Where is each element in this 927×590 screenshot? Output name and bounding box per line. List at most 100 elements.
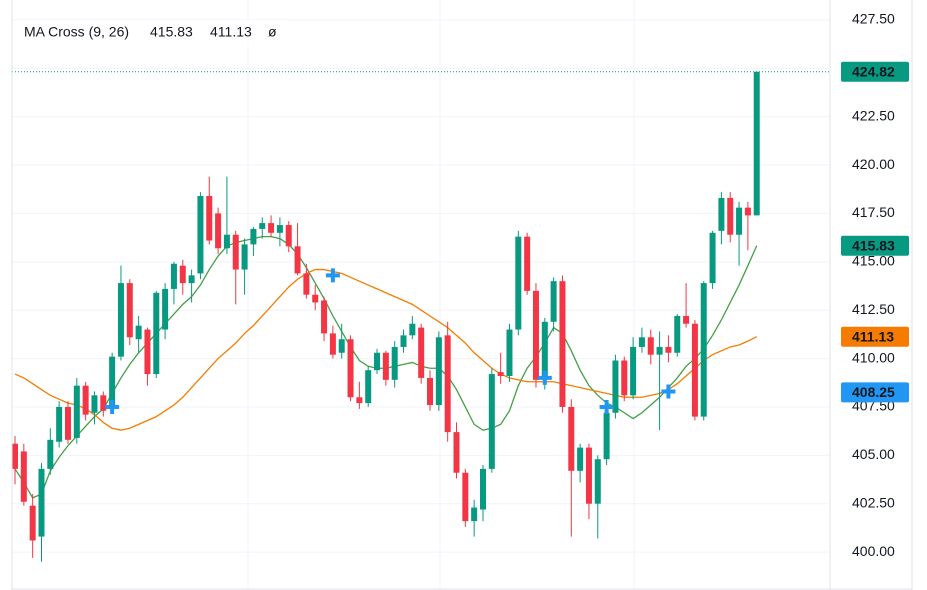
cross-marker: [537, 370, 552, 385]
y-tick-label: 400.00: [852, 543, 895, 559]
candle-body: [162, 288, 169, 330]
price-badge-label: 411.13: [852, 328, 894, 344]
candle-body: [736, 207, 743, 235]
y-tick-label: 420.00: [852, 156, 895, 172]
candle-body: [382, 352, 389, 380]
candle-body: [674, 315, 681, 353]
candle-body: [91, 395, 98, 413]
candle-body: [303, 273, 310, 295]
candle-body: [56, 406, 63, 442]
candle-body: [215, 213, 222, 249]
candle-body: [462, 472, 469, 522]
candle-body: [568, 406, 575, 471]
cross-marker: [105, 399, 120, 414]
candle-body: [47, 439, 54, 469]
candle-body: [250, 228, 257, 245]
candle-body: [603, 412, 610, 460]
candle-body: [665, 346, 672, 353]
candle-body: [232, 234, 239, 270]
y-tick-label: 417.50: [852, 204, 895, 220]
candle-body: [82, 385, 89, 415]
candle-body: [753, 71, 760, 216]
candle-body: [550, 281, 557, 322]
candle-body: [241, 244, 248, 270]
candle-body: [29, 505, 36, 541]
candle-body: [391, 346, 398, 380]
candle-body: [418, 327, 425, 378]
candle-body: [594, 459, 601, 504]
plot: 400.00402.50405.00407.50410.00412.50415.…: [12, 11, 895, 562]
candle-body: [109, 356, 116, 409]
candle-body: [444, 335, 451, 433]
candle-body: [144, 329, 151, 375]
candle-body: [435, 337, 442, 406]
candle-body: [374, 352, 381, 371]
candle-body: [206, 196, 213, 241]
y-tick-label: 402.50: [852, 494, 895, 510]
candle-body: [276, 225, 283, 233]
candle-body: [294, 246, 301, 274]
legend-value: 415.83: [150, 24, 193, 40]
candle-body: [612, 360, 619, 413]
candle-body: [585, 447, 592, 504]
candle-body: [135, 325, 142, 340]
candle-body: [100, 395, 107, 411]
y-tick-label: 405.00: [852, 446, 895, 462]
price-badge: [841, 326, 909, 347]
candle-body: [356, 397, 363, 404]
candle-body: [656, 346, 663, 355]
price-badge: [841, 382, 909, 403]
candle-body: [700, 283, 707, 417]
candle-body: [524, 236, 531, 291]
candle-body: [647, 337, 654, 355]
candle-body: [471, 507, 478, 522]
cross-marker: [325, 268, 340, 283]
candle-body: [453, 432, 460, 473]
legend-symbol: ø: [268, 24, 277, 40]
candle-body: [347, 339, 354, 398]
candle-body: [188, 275, 195, 284]
price-badge: [841, 235, 909, 256]
candle-body: [621, 360, 628, 396]
legend-value: 411.13: [210, 24, 252, 40]
price-badge-label: 415.83: [852, 237, 895, 253]
candle-body: [285, 225, 292, 247]
candle-body: [38, 468, 45, 537]
legend-bg: [18, 20, 288, 46]
candle-body: [126, 283, 133, 338]
candle-body: [400, 335, 407, 347]
candle-body: [479, 468, 486, 510]
candle-body: [506, 329, 513, 376]
candle-body: [64, 406, 71, 440]
candle-body: [117, 283, 124, 357]
candle-body: [12, 443, 18, 469]
y-tick-label: 410.00: [852, 349, 895, 365]
candle-body: [691, 323, 698, 417]
candle-body: [559, 281, 566, 407]
candle-body: [197, 196, 204, 274]
cross-marker: [661, 384, 676, 399]
candle-body: [321, 300, 328, 334]
candle-body: [20, 451, 27, 502]
y-tick-label: 415.00: [852, 253, 895, 269]
candle-body: [488, 374, 495, 469]
price-badge-label: 424.82: [852, 63, 895, 79]
candle-body: [170, 263, 177, 289]
candle-body: [312, 294, 319, 303]
candle-body: [73, 385, 80, 438]
y-tick-label: 422.50: [852, 107, 895, 123]
candle-body: [179, 265, 186, 284]
candle-body: [638, 337, 645, 347]
candle-body: [329, 333, 336, 355]
cross-marker: [599, 399, 614, 414]
candle-body: [541, 321, 548, 380]
price-badge: [841, 61, 909, 82]
candle-body: [718, 197, 725, 231]
candle-body: [409, 323, 416, 336]
y-tick-label: 412.50: [852, 301, 895, 317]
candle-body: [365, 370, 372, 404]
candle-body: [223, 234, 230, 249]
candle-body: [744, 207, 751, 216]
candle-body: [427, 377, 434, 406]
